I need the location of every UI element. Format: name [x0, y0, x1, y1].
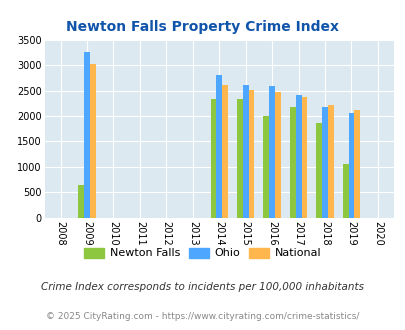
- Bar: [84, 52, 90, 218]
- Bar: [301, 97, 307, 218]
- Bar: [315, 123, 321, 218]
- Bar: [90, 64, 96, 218]
- Bar: [78, 185, 84, 218]
- Text: Newton Falls Property Crime Index: Newton Falls Property Crime Index: [66, 20, 339, 34]
- Bar: [348, 114, 354, 218]
- Legend: Newton Falls, Ohio, National: Newton Falls, Ohio, National: [80, 243, 325, 263]
- Text: Crime Index corresponds to incidents per 100,000 inhabitants: Crime Index corresponds to incidents per…: [41, 282, 364, 292]
- Bar: [327, 105, 333, 218]
- Bar: [210, 99, 216, 218]
- Bar: [248, 90, 254, 218]
- Bar: [222, 85, 228, 218]
- Bar: [295, 95, 301, 218]
- Bar: [274, 91, 280, 218]
- Bar: [237, 99, 242, 218]
- Text: © 2025 CityRating.com - https://www.cityrating.com/crime-statistics/: © 2025 CityRating.com - https://www.city…: [46, 312, 359, 321]
- Bar: [354, 110, 359, 218]
- Bar: [289, 107, 295, 218]
- Bar: [242, 85, 248, 218]
- Bar: [269, 86, 274, 218]
- Bar: [216, 75, 222, 218]
- Bar: [263, 116, 269, 218]
- Bar: [342, 164, 348, 218]
- Bar: [321, 107, 327, 218]
